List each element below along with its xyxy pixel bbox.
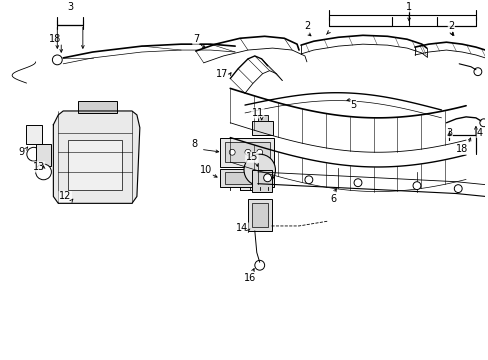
Text: 1: 1 [405, 2, 411, 12]
Text: 5: 5 [349, 100, 355, 110]
Bar [220, 138, 274, 167]
Bar [247, 199, 271, 231]
Text: 9: 9 [19, 147, 25, 157]
Text: 18: 18 [49, 34, 61, 44]
Circle shape [353, 179, 361, 186]
Text: 6: 6 [330, 194, 336, 204]
Bar [240, 172, 261, 190]
Bar [68, 140, 122, 190]
Circle shape [256, 149, 262, 155]
Bar [78, 101, 117, 113]
Bar [26, 125, 41, 144]
Text: 2: 2 [303, 22, 309, 31]
Circle shape [412, 182, 420, 190]
Bar [220, 169, 274, 186]
Text: 8: 8 [191, 139, 198, 149]
Bar [257, 115, 267, 121]
Polygon shape [53, 111, 140, 203]
Circle shape [263, 174, 271, 182]
Text: 12: 12 [59, 192, 71, 202]
Text: 7: 7 [192, 34, 199, 44]
Text: 17: 17 [216, 69, 228, 78]
Bar [36, 144, 51, 166]
Text: 14: 14 [235, 223, 248, 233]
Circle shape [305, 176, 312, 184]
Circle shape [52, 55, 62, 65]
Circle shape [473, 68, 481, 76]
Circle shape [453, 185, 461, 193]
Text: 10: 10 [199, 165, 211, 175]
Circle shape [27, 147, 41, 161]
Text: 15: 15 [245, 152, 258, 162]
Circle shape [229, 149, 235, 155]
Text: 13: 13 [32, 162, 45, 172]
Circle shape [254, 260, 264, 270]
Text: 4: 4 [476, 127, 482, 138]
Text: 2: 2 [447, 22, 453, 31]
Circle shape [244, 149, 250, 155]
Bar [225, 172, 269, 184]
Circle shape [479, 119, 487, 127]
Bar [225, 143, 269, 162]
Text: 3: 3 [67, 2, 73, 12]
Text: 3: 3 [446, 127, 451, 138]
Bar [251, 203, 267, 227]
Bar [251, 170, 271, 192]
Bar [251, 121, 273, 135]
Circle shape [36, 164, 51, 180]
Circle shape [244, 154, 275, 186]
Text: 16: 16 [244, 273, 256, 283]
Text: 11: 11 [251, 108, 264, 118]
Text: 18: 18 [455, 144, 468, 154]
